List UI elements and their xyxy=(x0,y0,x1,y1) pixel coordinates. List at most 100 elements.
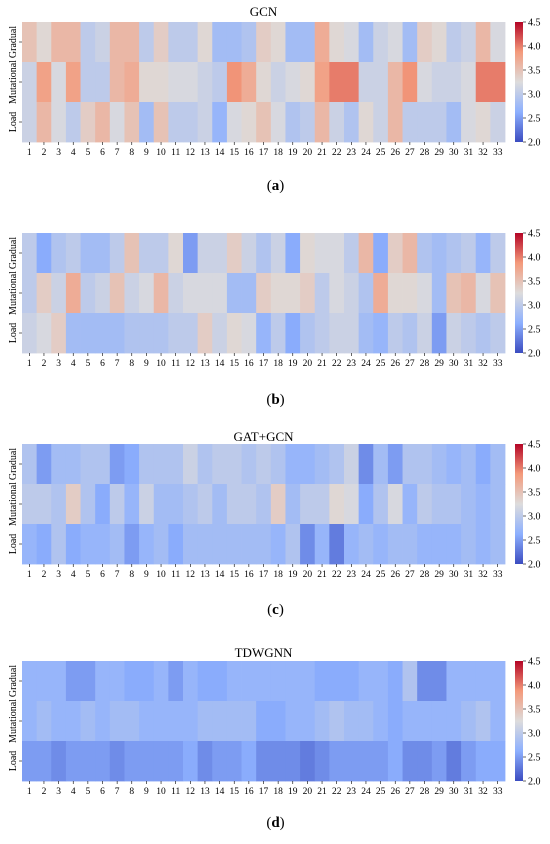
heatmap-cell xyxy=(197,661,213,702)
column-label: 30 xyxy=(449,570,459,580)
column-label: 24 xyxy=(361,787,371,797)
heatmap-cell xyxy=(95,741,111,782)
column-label: 8 xyxy=(129,787,134,797)
heatmap-cell xyxy=(197,444,213,485)
heatmap-cell xyxy=(183,524,199,565)
heatmap-cell xyxy=(256,22,272,63)
heatmap-cell xyxy=(490,313,506,354)
column-label: 31 xyxy=(464,148,474,158)
heatmap-cell xyxy=(344,484,360,525)
column-label: 26 xyxy=(390,359,400,369)
column-label: 10 xyxy=(156,148,166,158)
heatmap-cell xyxy=(183,273,199,314)
heatmap-cell xyxy=(461,273,477,314)
heatmap-cell xyxy=(387,701,403,742)
column-label: 22 xyxy=(332,570,342,580)
colorbar-tick-label: 4.5 xyxy=(528,18,541,29)
heatmap-cell xyxy=(95,22,111,63)
heatmap-cell xyxy=(329,233,345,274)
heatmap-cell xyxy=(51,102,67,143)
column-label: 33 xyxy=(493,570,503,580)
heatmap-cell xyxy=(80,62,96,103)
heatmap-cell xyxy=(109,444,125,485)
column-label: 27 xyxy=(405,787,415,797)
heatmap-cell xyxy=(417,661,433,702)
heatmap-cell xyxy=(431,484,447,525)
heatmap-cell xyxy=(329,102,345,143)
heatmap-cell xyxy=(402,233,418,274)
colorbar xyxy=(515,233,523,353)
heatmap-cell xyxy=(358,484,374,525)
heatmap-cell xyxy=(197,273,213,314)
column-label: 15 xyxy=(229,570,239,580)
heatmap-cell xyxy=(256,62,272,103)
column-label: 31 xyxy=(464,570,474,580)
heatmap-cell xyxy=(51,313,67,354)
heatmap-cell xyxy=(153,313,169,354)
heatmap-cell xyxy=(212,313,228,354)
heatmap-cell xyxy=(358,741,374,782)
column-label: 4 xyxy=(71,359,76,369)
heatmap-cell xyxy=(256,313,272,354)
heatmap-cell xyxy=(402,444,418,485)
heatmap-cell xyxy=(431,701,447,742)
heatmap-cell xyxy=(387,313,403,354)
heatmap-cell xyxy=(344,524,360,565)
heatmap-cell xyxy=(183,22,199,63)
column-label: 23 xyxy=(347,570,357,580)
heatmap-cell xyxy=(36,701,52,742)
row-label: Gradual xyxy=(8,448,19,480)
heatmap-cell xyxy=(475,273,491,314)
heatmap-cell xyxy=(22,22,38,63)
heatmap-cell xyxy=(314,701,330,742)
column-label: 20 xyxy=(303,359,313,369)
column-label: 2 xyxy=(42,148,47,158)
heatmap-cell xyxy=(109,62,125,103)
heatmap-cell xyxy=(183,444,199,485)
heatmap-cell xyxy=(314,102,330,143)
column-label: 4 xyxy=(71,787,76,797)
column-label: 30 xyxy=(449,787,459,797)
column-label: 32 xyxy=(478,570,488,580)
column-label: 16 xyxy=(244,148,254,158)
heatmap-cell xyxy=(314,661,330,702)
column-label: 10 xyxy=(156,359,166,369)
colorbar-tick-label: 2.0 xyxy=(528,349,541,360)
heatmap-cell xyxy=(329,444,345,485)
heatmap-cell xyxy=(212,102,228,143)
column-label: 5 xyxy=(86,787,91,797)
heatmap-cell xyxy=(373,701,389,742)
column-label: 11 xyxy=(171,359,180,369)
panel-label: (d) xyxy=(266,815,284,831)
column-label: 20 xyxy=(303,787,313,797)
heatmap-cell xyxy=(139,661,155,702)
column-label: 14 xyxy=(215,787,225,797)
heatmap-cell xyxy=(124,484,140,525)
column-label: 30 xyxy=(449,148,459,158)
heatmap-cell xyxy=(212,444,228,485)
row-label: Gradual xyxy=(8,665,19,697)
heatmap-cell xyxy=(446,484,462,525)
heatmap-cell xyxy=(139,102,155,143)
heatmap-cell xyxy=(80,313,96,354)
heatmap-cell xyxy=(314,233,330,274)
heatmap-cell xyxy=(80,524,96,565)
column-label: 17 xyxy=(259,570,269,580)
column-label: 11 xyxy=(171,570,180,580)
heatmap-cell xyxy=(431,444,447,485)
heatmap-cell xyxy=(431,313,447,354)
heatmap-cell xyxy=(168,701,184,742)
heatmap-cell xyxy=(314,62,330,103)
heatmap-cell xyxy=(300,524,316,565)
heatmap-cell xyxy=(95,524,111,565)
column-label: 23 xyxy=(347,148,357,158)
column-label: 33 xyxy=(493,148,503,158)
heatmap-cell xyxy=(490,22,506,63)
column-label: 4 xyxy=(71,570,76,580)
heatmap-cell xyxy=(475,741,491,782)
colorbar-tick-label: 4.5 xyxy=(528,440,541,451)
heatmap-cell xyxy=(80,444,96,485)
heatmap-cell xyxy=(168,233,184,274)
heatmap-cell xyxy=(344,444,360,485)
heatmap-cell xyxy=(226,233,242,274)
